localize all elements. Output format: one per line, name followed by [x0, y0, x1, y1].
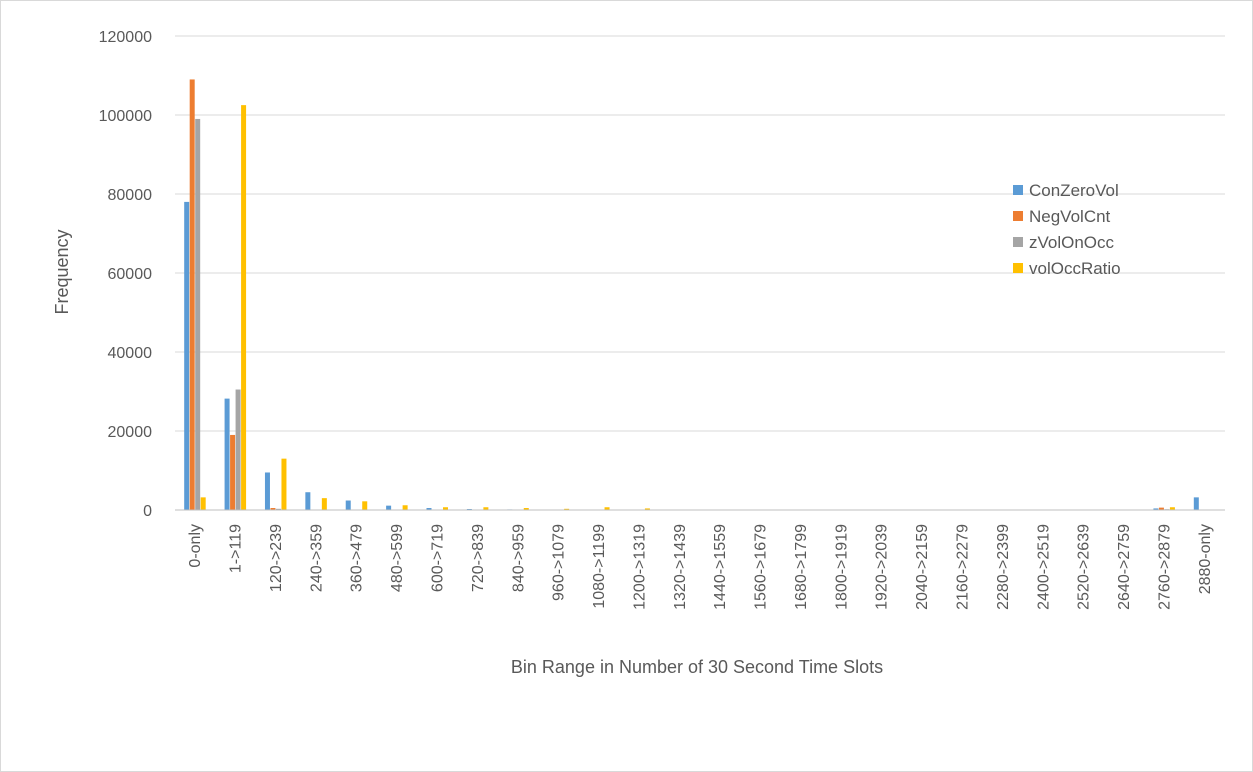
bar-volOccRatio-6 [443, 507, 448, 510]
legend-label-NegVolCnt: NegVolCnt [1029, 207, 1111, 226]
x-tick-label: 2760->2879 [1156, 524, 1173, 610]
x-tick-label: 960->1079 [551, 524, 568, 601]
legend-swatch-ConZeroVol [1013, 185, 1023, 195]
x-tick-label: 1200->1319 [631, 524, 648, 610]
x-tick-label: 1440->1559 [712, 524, 729, 610]
x-tick-label: 2640->2759 [1116, 524, 1133, 610]
bar-volOccRatio-2 [281, 458, 287, 510]
x-tick-label: 1680->1799 [793, 524, 810, 610]
x-tick-label: 840->959 [510, 524, 527, 592]
y-tick-label: 120000 [99, 29, 152, 46]
bar-volOccRatio-1 [241, 105, 247, 511]
x-tick-label: 1320->1439 [672, 524, 689, 610]
gridlines [175, 35, 1225, 432]
bar-volOccRatio-10 [604, 507, 610, 510]
bar-volOccRatio-5 [402, 505, 408, 510]
y-tick-label: 100000 [99, 108, 152, 125]
y-tick-label: 0 [143, 503, 152, 520]
legend-swatch-volOccRatio [1013, 263, 1023, 273]
y-tick-label: 40000 [108, 345, 153, 362]
bar-volOccRatio-4 [362, 501, 368, 510]
bars [184, 79, 1199, 511]
x-tick-label: 2880-only [1197, 524, 1214, 594]
bar-ConZeroVol-1 [224, 398, 230, 510]
x-tick-label: 0-only [187, 524, 204, 568]
bar-ConZeroVol-24 [1153, 508, 1159, 510]
bar-NegVolCnt-24 [1158, 507, 1164, 510]
bar-volOccRatio-24 [1169, 507, 1175, 510]
x-tick-label: 1080->1199 [591, 524, 608, 609]
x-tick-label: 1800->1919 [833, 524, 850, 610]
x-tick-label: 240->359 [308, 524, 325, 592]
bar-NegVolCnt-2 [270, 508, 276, 510]
bar-NegVolCnt-0 [189, 79, 195, 510]
bar-ConZeroVol-25 [1193, 497, 1199, 510]
y-tick-labels: 0 20000 40000 60000 80000 100000 120000 [99, 29, 152, 520]
bar-volOccRatio-9 [564, 508, 570, 510]
bar-volOccRatio-3 [321, 498, 327, 510]
x-tick-label: 600->719 [430, 524, 447, 592]
bar-volOccRatio-11 [644, 508, 650, 510]
x-tick-label: 2280->2399 [995, 524, 1012, 610]
x-tick-label: 1560->1679 [753, 524, 770, 610]
bar-ConZeroVol-6 [426, 508, 432, 510]
legend: ConZeroVol NegVolCnt zVolOnOcc volOccRatio [1013, 181, 1121, 278]
x-tick-label: 120->239 [268, 524, 285, 592]
bar-ConZeroVol-0 [184, 201, 190, 510]
bar-ConZeroVol-2 [264, 472, 270, 510]
legend-label-zVolOnOcc: zVolOnOcc [1029, 233, 1115, 252]
legend-swatch-NegVolCnt [1013, 211, 1023, 221]
x-tick-labels: 0-only 1->119 120->239 240->359 360->479 480-… [187, 524, 1214, 610]
bar-NegVolCnt-1 [230, 434, 236, 510]
x-tick-label: 1->119 [228, 524, 245, 573]
bar-zVolOnOcc-1 [235, 389, 241, 510]
x-tick-label: 480->599 [389, 524, 406, 592]
x-tick-label: 2520->2639 [1076, 524, 1093, 610]
bar-volOccRatio-8 [523, 508, 529, 510]
y-tick-label: 20000 [108, 424, 153, 441]
bar-volOccRatio-7 [483, 507, 489, 510]
x-tick-label: 360->479 [349, 524, 366, 592]
bar-zVolOnOcc-2 [275, 508, 281, 510]
x-tick-label: 2040->2159 [914, 524, 931, 610]
x-axis-title: Bin Range in Number of 30 Second Time Sl… [511, 657, 883, 677]
bar-ConZeroVol-3 [305, 492, 311, 510]
x-tick-label: 1920->2039 [874, 524, 891, 610]
legend-swatch-zVolOnOcc [1013, 237, 1023, 247]
y-tick-label: 60000 [108, 266, 153, 283]
bar-volOccRatio-0 [200, 497, 206, 510]
legend-label-ConZeroVol: ConZeroVol [1029, 181, 1119, 200]
y-tick-label: 80000 [108, 187, 153, 204]
bar-ConZeroVol-4 [345, 500, 351, 510]
bar-zVolOnOcc-0 [195, 118, 201, 510]
x-tick-label: 720->839 [470, 524, 487, 592]
legend-label-volOccRatio: volOccRatio [1029, 259, 1121, 278]
y-axis-title: Frequency [52, 229, 72, 314]
x-tick-label: 2160->2279 [955, 524, 972, 610]
x-tick-label: 2400->2519 [1035, 524, 1052, 610]
bar-ConZeroVol-5 [386, 505, 392, 510]
